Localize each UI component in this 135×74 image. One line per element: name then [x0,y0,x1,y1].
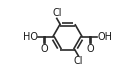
Text: OH: OH [97,32,112,42]
Text: Cl: Cl [73,56,83,66]
Text: O: O [87,44,94,54]
Text: HO: HO [23,32,38,42]
Text: O: O [41,44,48,54]
Text: Cl: Cl [52,8,62,18]
